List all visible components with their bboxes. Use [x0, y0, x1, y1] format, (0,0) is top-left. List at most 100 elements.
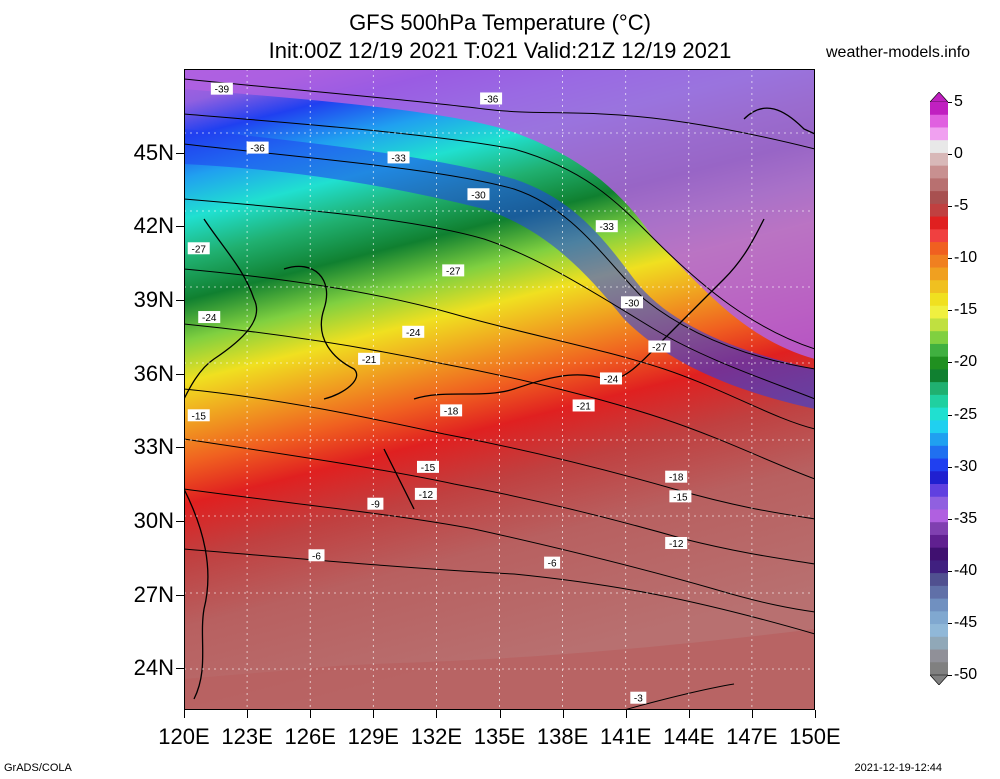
colorbar-swatch	[930, 152, 948, 167]
colorbar-swatch	[930, 127, 948, 141]
colorbar-swatch	[930, 662, 948, 676]
lon-label-123e: 123E	[221, 724, 273, 749]
contour-label: -3	[630, 691, 647, 705]
contour-label-text: -24	[604, 374, 619, 385]
colorbar-label: -20	[954, 353, 978, 371]
colorbar-label: -30	[954, 457, 978, 475]
colorbar-swatch	[930, 433, 948, 447]
colorbar-swatch	[930, 407, 948, 421]
colorbar-swatch	[930, 293, 948, 307]
colorbar-swatch	[930, 636, 948, 651]
lon-tick	[247, 710, 249, 718]
colorbar-swatch	[930, 484, 948, 498]
lon-tick	[373, 710, 375, 718]
contour-label-text: -3	[634, 694, 643, 705]
lon-label-120e: 120E	[158, 724, 210, 749]
contour-label: -18	[440, 404, 463, 417]
colorbar-label: 0	[954, 145, 963, 163]
graticule	[184, 69, 815, 710]
lat-tick	[176, 594, 184, 596]
lat-tick	[176, 152, 184, 154]
colorbar-tick	[948, 518, 952, 520]
colorbar-swatch	[930, 611, 948, 625]
colorbar-swatch	[930, 458, 948, 472]
colorbar-swatch	[930, 420, 948, 434]
colorbar-tick	[948, 154, 952, 156]
colorbar-tick	[948, 258, 952, 260]
colorbar-swatch	[930, 445, 948, 460]
contour-label: -12	[414, 487, 437, 501]
colorbar-label: -5	[954, 197, 969, 215]
contour-label-text: -36	[250, 144, 265, 155]
lat-tick	[176, 226, 184, 228]
contour-label-text: -39	[215, 85, 230, 96]
lon-label-144e: 144E	[663, 724, 715, 749]
lat-label-27n: 27N	[133, 581, 174, 607]
lat-label-33n: 33N	[133, 434, 174, 460]
colorbar-swatch	[930, 191, 948, 205]
contour-label: -24	[198, 311, 221, 324]
colorbar-swatch	[930, 356, 948, 370]
colorbar-swatch	[930, 203, 948, 218]
contour-label-text: -33	[600, 222, 615, 233]
contour-label-text: -18	[669, 473, 684, 484]
contour-label-text: -9	[371, 500, 380, 511]
lon-label-138e: 138E	[536, 724, 589, 749]
colorbar-swatch	[930, 598, 948, 612]
colorbar	[930, 92, 948, 685]
lon-tick	[499, 710, 501, 718]
contour-label: -24	[599, 372, 622, 385]
colorbar-swatch	[930, 318, 948, 332]
lon-label-141e: 141E	[599, 724, 652, 749]
colorbar-tick	[948, 570, 952, 572]
lat-tick	[176, 447, 184, 449]
lat-label-24n: 24N	[133, 655, 174, 681]
colorbar-label: -25	[954, 405, 978, 423]
contour-labels: -39 -36 -36 -33 -33 -30 -30 -27 -27 -27 -24 -24 -24 -…	[187, 82, 692, 705]
contour-label-text: -30	[625, 298, 640, 309]
lat-label-30n: 30N	[133, 507, 174, 533]
colorbar-swatch	[930, 573, 948, 587]
contour-label-text: -21	[362, 355, 377, 366]
isotherm-lines	[184, 78, 815, 710]
lon-tick	[751, 710, 753, 718]
contour-label-text: -24	[406, 328, 421, 339]
lon-tick	[184, 710, 185, 718]
contour-label-text: -12	[419, 490, 434, 501]
colorbar-swatch	[930, 394, 948, 409]
colorbar-min-arrow	[930, 674, 948, 685]
colorbar-swatch	[930, 242, 948, 256]
contour-label-text: -27	[191, 244, 206, 255]
lat-label-39n: 39N	[133, 286, 174, 312]
contour-label: -21	[358, 352, 381, 366]
colorbar-swatch	[930, 267, 948, 281]
colorbar-swatch	[930, 165, 948, 179]
lon-label-132e: 132E	[410, 724, 463, 749]
coast-china	[184, 218, 258, 400]
contour-label: -15	[416, 460, 439, 474]
contour-label-text: -21	[576, 401, 591, 412]
colorbar-swatch	[930, 254, 948, 269]
colorbar-label: -50	[954, 666, 978, 683]
chart-title: GFS 500hPa Temperature (°C)	[349, 10, 651, 35]
lat-tick	[176, 668, 184, 670]
colorbar-swatch	[930, 585, 948, 600]
contour-label: -18	[665, 470, 688, 484]
contour-label: -27	[187, 242, 210, 255]
colorbar-swatch	[930, 369, 948, 383]
lon-label-147e: 147E	[726, 724, 778, 749]
contour-label-text: -15	[421, 463, 436, 474]
lon-tick	[625, 710, 627, 718]
colorbar-tick	[948, 466, 952, 468]
contour-label: -27	[442, 264, 465, 277]
lon-label-126e: 126E	[284, 724, 336, 749]
timestamp-text: 2021-12-19-12:44	[854, 762, 942, 774]
colorbar-swatch	[930, 178, 948, 192]
colorbar-tick	[948, 102, 952, 103]
frontal-band	[184, 129, 815, 409]
lat-label-36n: 36N	[133, 360, 174, 386]
temperature-map: -39 -36 -36 -33 -33 -30 -30 -27 -27 -27 -24 -24 -24 -…	[184, 69, 815, 710]
contour-label-text: -30	[471, 190, 486, 201]
lat-tick	[176, 299, 184, 301]
colorbar-swatch	[930, 534, 948, 549]
